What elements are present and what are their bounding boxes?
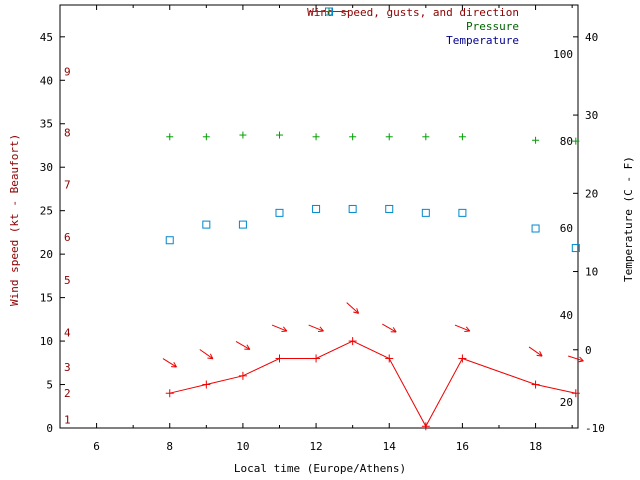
- legend-label-wind: Wind speed, gusts, and direction: [307, 5, 519, 19]
- y-left-tick-label: 0: [46, 422, 53, 435]
- gust-arrow-shaft: [199, 349, 214, 360]
- gust-arrow-head: [539, 350, 543, 357]
- temperature-marker: [348, 204, 357, 213]
- beaufort-label: 1: [64, 413, 71, 426]
- gust-arrow-head: [209, 353, 214, 359]
- gust-arrow-shaft: [271, 324, 288, 332]
- gust-arrow-head: [317, 330, 324, 333]
- x-tick-label: 10: [236, 440, 249, 453]
- beaufort-label: 4: [64, 326, 71, 339]
- gust-arrow-head: [392, 327, 397, 333]
- gust-arrow-head: [282, 326, 288, 332]
- y-left-tick-label: 25: [40, 205, 53, 218]
- gust-arrow-head: [246, 344, 251, 350]
- temperature-marker: [312, 204, 321, 213]
- legend-label-temperature: Temperature: [446, 33, 519, 47]
- beaufort-label: 3: [64, 361, 71, 374]
- gust-arrow-head: [464, 330, 470, 333]
- temperature-marker: [202, 220, 211, 229]
- fahrenheit-label: 80: [560, 135, 573, 148]
- x-tick-label: 14: [383, 440, 397, 453]
- beaufort-label: 2: [64, 387, 71, 400]
- legend-entry-pressure: Pressure: [307, 8, 570, 33]
- y-left-tick-label: 15: [40, 292, 53, 305]
- gust-arrow-head: [173, 362, 177, 368]
- fahrenheit-label: 100: [553, 48, 573, 61]
- y-right-tick-label: 0: [585, 344, 592, 357]
- legend-sample-svg: [325, 8, 333, 15]
- x-tick-label: 6: [93, 440, 100, 453]
- gust-arrow-head: [579, 356, 584, 362]
- gust-arrow-head: [207, 357, 213, 360]
- legend-entry-temperature: Temperature: [307, 7, 570, 47]
- gust-arrow-shaft: [346, 302, 359, 314]
- y-left-axis-label: Wind speed (kt - Beaufort): [8, 133, 21, 306]
- gust-arrow-head: [536, 354, 543, 357]
- legend-square-sample: [325, 7, 334, 16]
- fahrenheit-label: 20: [560, 396, 573, 409]
- temperature-marker: [531, 224, 540, 233]
- temperature-marker: [165, 236, 174, 245]
- beaufort-label: 6: [64, 231, 71, 244]
- gust-arrow-shaft: [235, 340, 251, 350]
- legend-marker-wind-line-plus-icon: [309, 6, 570, 19]
- y-left-tick-label: 30: [40, 161, 53, 174]
- y-right-tick-label: 10: [585, 266, 598, 279]
- gust-arrow-shaft: [528, 346, 543, 357]
- legend-marker-pressure-plus-icon: [325, 8, 570, 33]
- beaufort-label: 7: [64, 179, 71, 192]
- gust-arrow-head: [577, 360, 584, 363]
- fahrenheit-label: 60: [560, 222, 573, 235]
- y-right-tick-label: -10: [585, 422, 605, 435]
- y-left-tick-label: 45: [40, 31, 53, 44]
- temperature-marker: [275, 208, 284, 217]
- gust-arrow-shaft: [454, 324, 471, 332]
- temperature-marker: [385, 204, 394, 213]
- y-right-axis-label: Temperature (C - F): [622, 156, 635, 282]
- y-right-tick-label: 30: [585, 109, 598, 122]
- temperature-marker: [571, 244, 580, 253]
- y-right-tick-label: 40: [585, 31, 598, 44]
- y-left-tick-label: 10: [40, 335, 53, 348]
- gust-arrow-head: [465, 326, 471, 332]
- y-left-tick-label: 40: [40, 74, 53, 87]
- legend-sample-svg: [325, 7, 334, 16]
- gust-arrow-head: [353, 311, 359, 314]
- gust-arrow-shaft: [308, 324, 324, 332]
- gust-arrow-head: [281, 330, 287, 333]
- beaufort-label: 5: [64, 274, 71, 287]
- temperature-marker: [238, 220, 247, 229]
- y-left-tick-label: 35: [40, 118, 53, 131]
- temperature-marker: [458, 208, 467, 217]
- wind-speed-line: [169, 340, 576, 428]
- gust-arrow-shaft: [162, 358, 177, 368]
- beaufort-label: 9: [64, 66, 71, 79]
- beaufort-label: 8: [64, 126, 71, 139]
- plot-border: [59, 4, 579, 429]
- legend-marker-temperature-square-icon: [325, 7, 570, 47]
- x-tick-label: 8: [166, 440, 173, 453]
- temperature-marker: [421, 208, 430, 217]
- x-tick-label: 18: [529, 440, 542, 453]
- gust-arrow-shaft: [382, 323, 397, 333]
- legend-label-pressure: Pressure: [466, 19, 519, 33]
- chart-legend: Wind speed, gusts, and direction Pressur…: [307, 5, 570, 47]
- y-left-tick-label: 20: [40, 248, 53, 261]
- y-right-tick-label: 20: [585, 187, 598, 200]
- gust-arrow-head: [319, 326, 324, 332]
- gust-arrow-shaft: [568, 355, 584, 362]
- x-axis-label: Local time (Europe/Athens): [233, 462, 407, 475]
- fahrenheit-label: 40: [560, 309, 573, 322]
- x-tick-label: 16: [456, 440, 469, 453]
- x-tick-label: 12: [309, 440, 322, 453]
- y-left-tick-label: 5: [46, 379, 53, 392]
- gust-arrow-head: [356, 308, 360, 314]
